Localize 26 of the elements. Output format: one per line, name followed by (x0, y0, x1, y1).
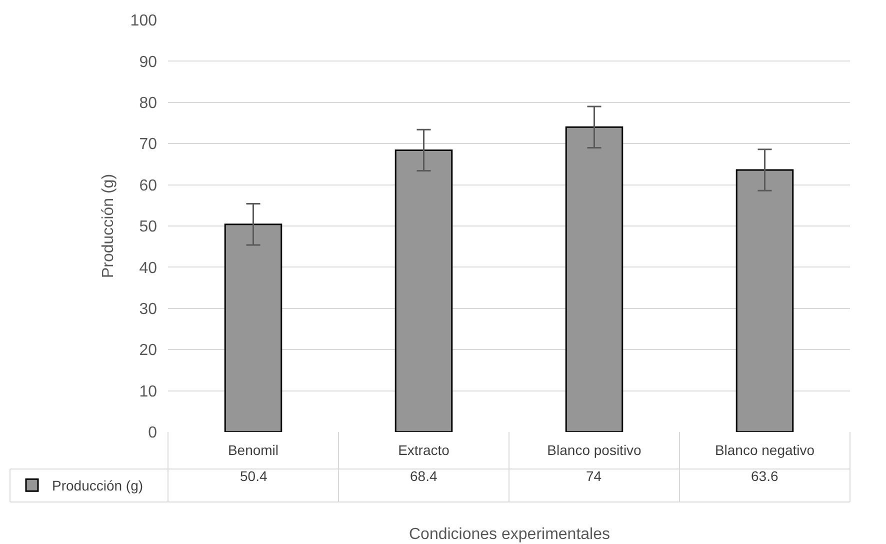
data-label: 63.6 (751, 468, 778, 484)
y-tick-label: 50 (139, 218, 158, 236)
y-tick-label: 100 (130, 12, 158, 30)
y-tick-label: 90 (139, 54, 158, 71)
x-tick-label: Benomil (228, 442, 279, 458)
x-tick-label: Blanco negativo (714, 442, 815, 458)
y-tick-label: 0 (148, 424, 158, 442)
data-label: 68.4 (410, 468, 438, 484)
y-tick-label: 60 (139, 177, 158, 194)
y-tick-label: 70 (139, 136, 158, 154)
bar (394, 149, 453, 432)
bar (565, 126, 624, 432)
y-tick-label: 20 (139, 342, 158, 360)
legend-label: Producción (g) (52, 478, 144, 494)
x-tick-label: Blanco positivo (547, 442, 642, 458)
data-label: 50.4 (240, 468, 268, 484)
bar (736, 169, 794, 432)
y-tick-label: 10 (139, 383, 158, 400)
y-tick-label: 30 (139, 301, 158, 318)
data-label: 74 (586, 468, 602, 484)
bar (224, 224, 282, 432)
x-tick-label: Extracto (398, 442, 450, 458)
y-tick-label: 80 (139, 95, 158, 112)
y-tick-label: 40 (139, 260, 158, 277)
x-axis-title: Condiciones experimentales (409, 526, 610, 543)
y-axis-title: Producción (g) (100, 174, 118, 278)
